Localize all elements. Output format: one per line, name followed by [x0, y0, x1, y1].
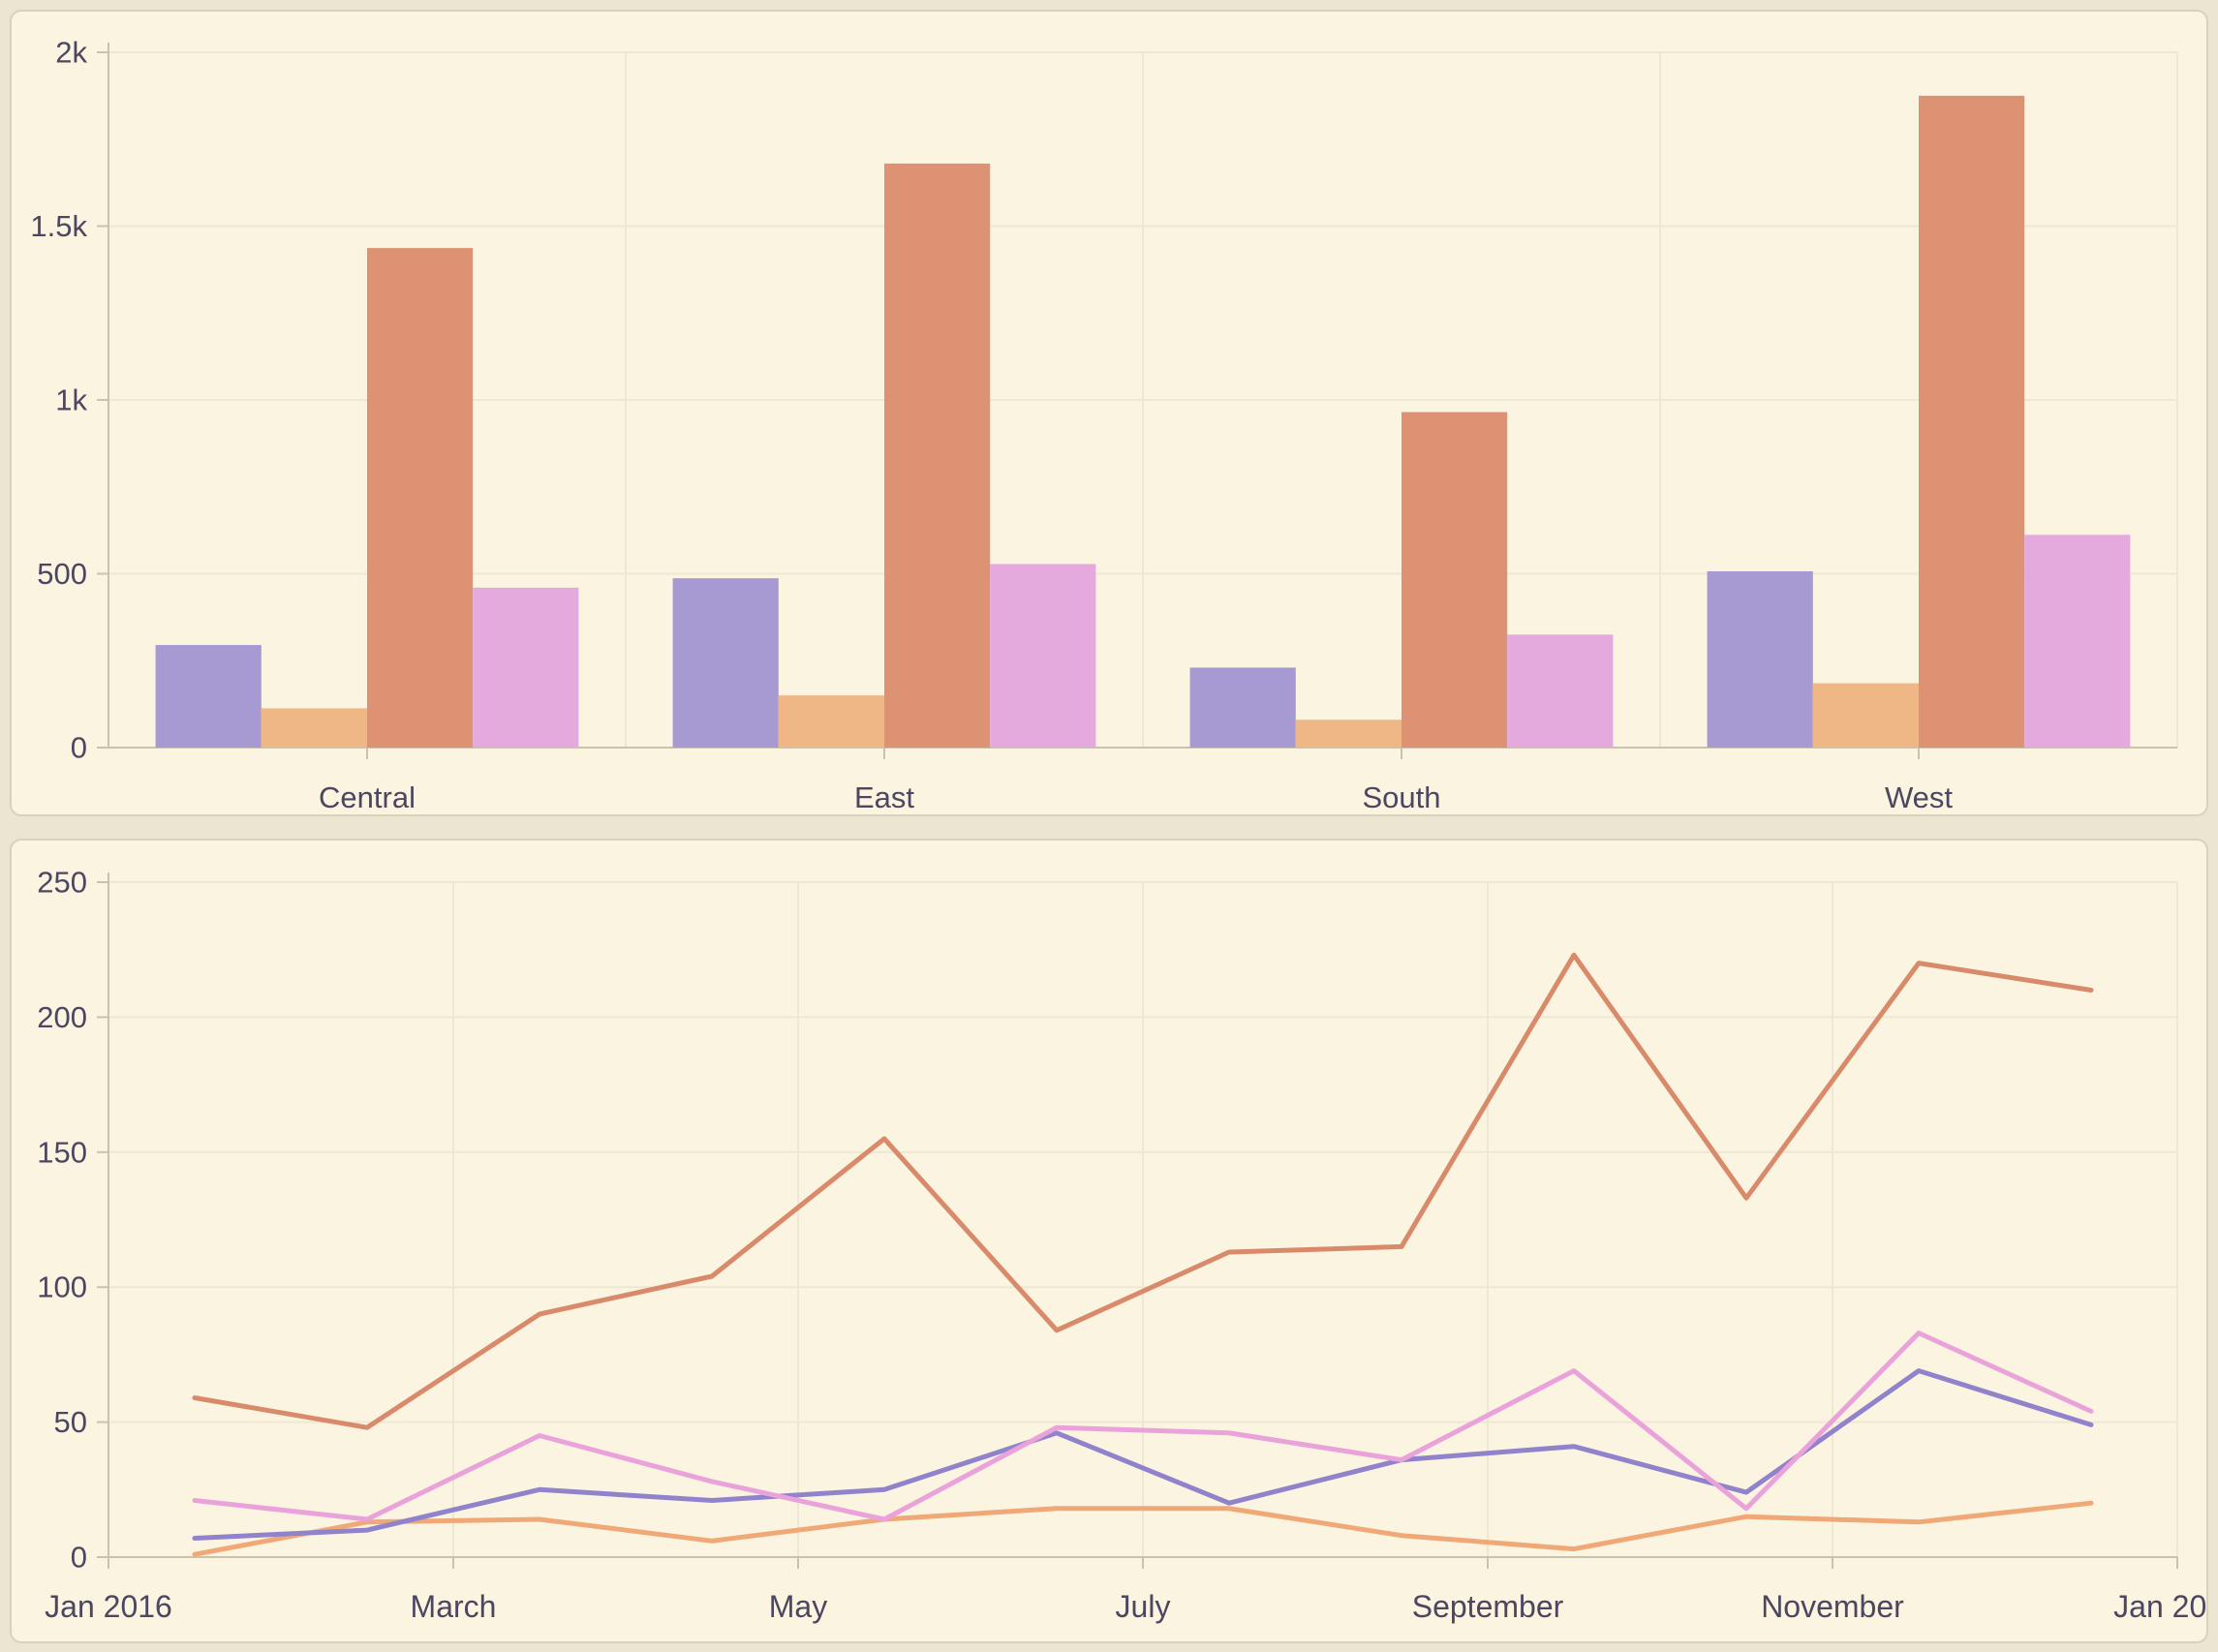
bar-purple-series-central[interactable]: [155, 645, 262, 748]
x-category-label: South: [1362, 780, 1440, 814]
y-tick-label: 50: [54, 1405, 87, 1439]
x-tick-label: November: [1761, 1589, 1904, 1624]
bar-salmon-series-east[interactable]: [884, 163, 991, 748]
x-tick-label: Jan 2016: [45, 1589, 172, 1624]
bar-salmon-series-south[interactable]: [1402, 412, 1508, 748]
bar-pink-series-south[interactable]: [1507, 634, 1614, 748]
bar-pink-series-west[interactable]: [2024, 535, 2131, 748]
y-tick-label: 150: [37, 1135, 87, 1169]
line-chart-svg: 0 50 100 150 200 250 Jan 2016 March May July Septe…: [37, 866, 2206, 1625]
bar-pink-series-east[interactable]: [990, 564, 1096, 748]
x-category-label: West: [1885, 780, 1953, 814]
x-category-label: Central: [319, 780, 416, 814]
bar-purple-series-west[interactable]: [1707, 570, 1813, 748]
bar-chart-panel: 0 500 1k 1.5k 2k Central East South West: [10, 10, 2208, 816]
bar-pink-series-central[interactable]: [473, 587, 579, 748]
x-category-label: East: [854, 780, 914, 814]
x-tick-label: September: [1412, 1589, 1564, 1624]
y-tick-label: 0: [71, 1541, 87, 1575]
y-tick-label: 500: [37, 557, 87, 591]
x-tick-label: March: [411, 1589, 497, 1624]
x-tick-label: Jan 2017: [2113, 1589, 2206, 1624]
line-purple-series[interactable]: [192, 1368, 2094, 1541]
x-tick-label: May: [769, 1589, 827, 1624]
bar-salmon-series-west[interactable]: [1919, 95, 2025, 748]
line-chart-panel: 0 50 100 150 200 250 Jan 2016 March May July Septe…: [10, 839, 2208, 1643]
y-tick-label: 1.5k: [30, 209, 87, 243]
y-tick-label: 0: [71, 731, 87, 765]
line-pink-series[interactable]: [192, 1331, 2094, 1522]
bar-purple-series-east[interactable]: [672, 578, 779, 748]
y-tick-label: 100: [37, 1270, 87, 1304]
y-tick-label: 1k: [55, 383, 87, 417]
bar-purple-series-south[interactable]: [1189, 667, 1296, 748]
bar-light-orange-series-east[interactable]: [778, 695, 884, 748]
bar-light-orange-series-central[interactable]: [261, 708, 367, 748]
y-tick-label: 200: [37, 1000, 87, 1034]
y-tick-label: 2k: [55, 36, 87, 70]
bar-chart-svg: 0 500 1k 1.5k 2k Central East South West: [30, 36, 2178, 814]
y-tick-label: 250: [37, 866, 87, 900]
line-salmon-series[interactable]: [192, 952, 2094, 1430]
bar-light-orange-series-south[interactable]: [1295, 719, 1402, 748]
x-tick-label: July: [1116, 1589, 1171, 1624]
bar-salmon-series-central[interactable]: [367, 248, 474, 748]
line-light-orange-series[interactable]: [192, 1500, 2094, 1557]
bar-light-orange-series-west[interactable]: [1812, 683, 1919, 748]
